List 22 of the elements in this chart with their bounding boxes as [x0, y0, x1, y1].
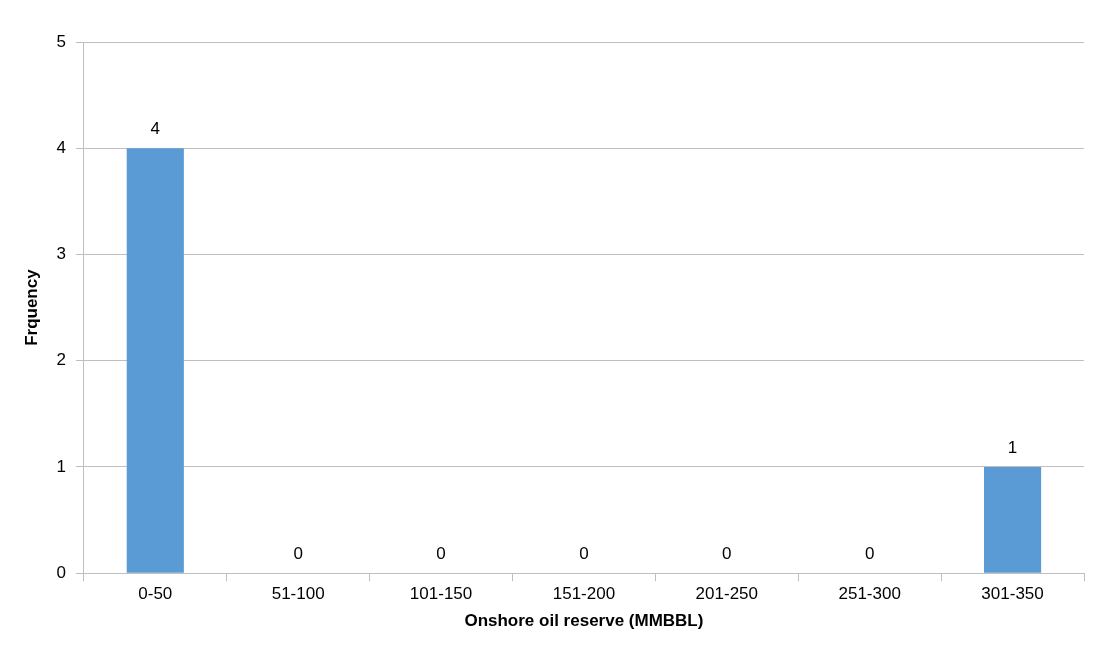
y-axis-title: Frquency — [21, 268, 41, 346]
data-label: 0 — [864, 544, 875, 564]
y-tick-label: 4 — [56, 137, 66, 157]
x-tick-label: 151-200 — [552, 584, 616, 604]
y-tick-label: 2 — [56, 350, 66, 370]
y-tick-label: 1 — [56, 456, 66, 476]
x-tick-label: 51-100 — [271, 584, 325, 604]
x-tick-label: 101-150 — [409, 584, 473, 604]
x-tick-label: 301-350 — [981, 584, 1044, 604]
y-tick-label: 0 — [56, 562, 66, 582]
x-axis-title: Onshore oil reserve (MMBBL) — [464, 611, 704, 631]
x-tick-label: 0-50 — [138, 584, 173, 604]
data-label: 4 — [150, 119, 161, 139]
y-tick-label: 3 — [56, 244, 66, 264]
data-label: 0 — [293, 544, 303, 564]
data-label: 0 — [579, 544, 589, 564]
data-label: 1 — [1007, 438, 1018, 458]
x-tick-label: 251-300 — [838, 584, 901, 604]
y-tick-label: 5 — [56, 31, 66, 51]
data-label: 0 — [722, 544, 732, 564]
x-tick-label: 201-250 — [695, 584, 758, 604]
data-label: 0 — [436, 544, 446, 564]
